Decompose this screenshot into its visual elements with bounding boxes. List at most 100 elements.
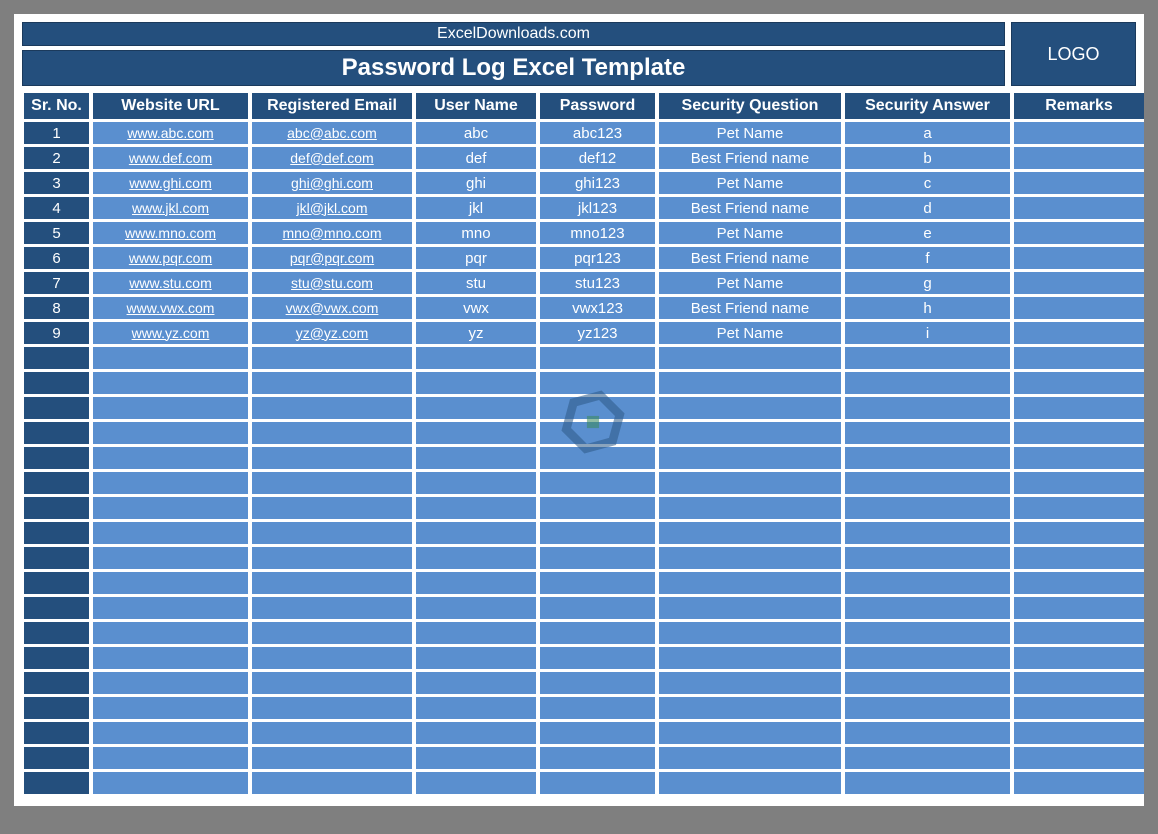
table-row-empty [24,422,1144,444]
cell-url [93,472,248,494]
cell-email [252,647,412,669]
cell-security-answer: f [845,247,1010,269]
cell-srno [24,772,89,794]
cell-email: abc@abc.com [252,122,412,144]
cell-password: pqr123 [540,247,655,269]
cell-srno: 7 [24,272,89,294]
table-body: 1www.abc.comabc@abc.comabcabc123Pet Name… [24,122,1144,794]
title-stack: ExcelDownloads.com Password Log Excel Te… [22,22,1005,86]
cell-password: jkl123 [540,197,655,219]
table-row-empty [24,447,1144,469]
website-link[interactable]: www.stu.com [129,275,211,291]
website-link[interactable]: www.abc.com [127,125,213,141]
cell-security-answer [845,522,1010,544]
cell-url [93,597,248,619]
cell-security-question [659,622,841,644]
table-row: 2www.def.comdef@def.comdefdef12Best Frie… [24,147,1144,169]
col-header-pass: Password [540,93,655,119]
cell-url [93,347,248,369]
website-link[interactable]: www.ghi.com [129,175,211,191]
cell-email [252,747,412,769]
cell-security-question [659,447,841,469]
cell-srno [24,347,89,369]
cell-password [540,472,655,494]
table-row-empty [24,497,1144,519]
email-link[interactable]: abc@abc.com [287,125,377,141]
website-link[interactable]: www.def.com [129,150,212,166]
cell-security-answer [845,722,1010,744]
email-link[interactable]: def@def.com [290,150,373,166]
email-link[interactable]: jkl@jkl.com [297,200,368,216]
cell-url [93,547,248,569]
cell-remarks [1014,222,1144,244]
cell-password [540,747,655,769]
cell-srno: 8 [24,297,89,319]
table-row: 3www.ghi.comghi@ghi.comghighi123Pet Name… [24,172,1144,194]
cell-security-answer [845,472,1010,494]
cell-security-answer [845,622,1010,644]
cell-security-answer [845,347,1010,369]
cell-security-answer: g [845,272,1010,294]
cell-email [252,347,412,369]
table-row: 1www.abc.comabc@abc.comabcabc123Pet Name… [24,122,1144,144]
cell-password [540,572,655,594]
cell-security-answer: d [845,197,1010,219]
website-link[interactable]: www.jkl.com [132,200,209,216]
cell-email: jkl@jkl.com [252,197,412,219]
cell-username: abc [416,122,536,144]
cell-url [93,672,248,694]
cell-security-answer [845,672,1010,694]
cell-srno [24,722,89,744]
cell-username [416,397,536,419]
table-header-row: Sr. No. Website URL Registered Email Use… [24,93,1144,119]
cell-security-answer [845,572,1010,594]
cell-url [93,372,248,394]
cell-url [93,747,248,769]
website-link[interactable]: www.mno.com [125,225,216,241]
cell-security-question [659,422,841,444]
website-link[interactable]: www.pqr.com [129,250,212,266]
cell-srno [24,697,89,719]
cell-srno [24,597,89,619]
cell-remarks [1014,147,1144,169]
cell-username [416,622,536,644]
cell-password [540,497,655,519]
cell-password [540,597,655,619]
cell-srno: 5 [24,222,89,244]
password-table: Sr. No. Website URL Registered Email Use… [20,90,1148,797]
cell-remarks [1014,372,1144,394]
cell-remarks [1014,647,1144,669]
cell-security-question [659,472,841,494]
cell-url [93,622,248,644]
email-link[interactable]: yz@yz.com [296,325,369,341]
table-row-empty [24,372,1144,394]
cell-password [540,447,655,469]
cell-username [416,372,536,394]
cell-remarks [1014,547,1144,569]
cell-security-question [659,572,841,594]
cell-security-answer [845,772,1010,794]
cell-security-question: Best Friend name [659,297,841,319]
cell-remarks [1014,672,1144,694]
cell-srno [24,422,89,444]
website-link[interactable]: www.yz.com [132,325,210,341]
cell-username: vwx [416,297,536,319]
website-link[interactable]: www.vwx.com [127,300,215,316]
cell-url [93,522,248,544]
cell-url [93,397,248,419]
cell-remarks [1014,472,1144,494]
cell-url: www.abc.com [93,122,248,144]
cell-password: stu123 [540,272,655,294]
email-link[interactable]: mno@mno.com [282,225,381,241]
cell-email [252,372,412,394]
email-link[interactable]: stu@stu.com [291,275,373,291]
cell-password [540,347,655,369]
cell-security-question [659,397,841,419]
email-link[interactable]: ghi@ghi.com [291,175,373,191]
cell-remarks [1014,622,1144,644]
email-link[interactable]: pqr@pqr.com [290,250,374,266]
cell-email: def@def.com [252,147,412,169]
cell-security-question [659,722,841,744]
email-link[interactable]: vwx@vwx.com [286,300,379,316]
table-row-empty [24,472,1144,494]
